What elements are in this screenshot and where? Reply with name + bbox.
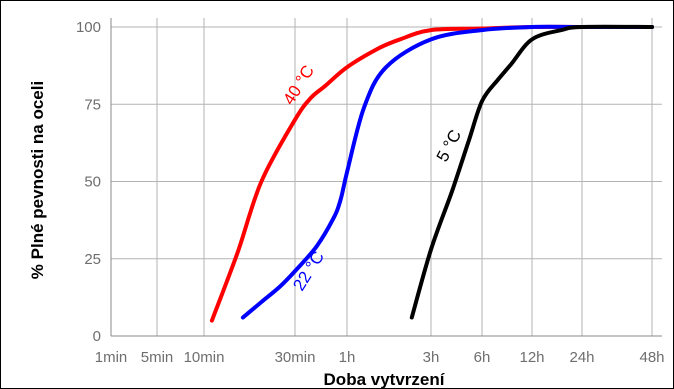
x-tick-label: 48h [639,349,664,366]
y-tick-label: 75 [84,96,101,113]
grid [110,18,662,337]
y-tick-label: 0 [93,328,101,345]
x-tick-label: 1h [339,349,356,366]
x-axis-title: Doba vytvrzení [324,370,446,389]
curve-labels: 40 °C 22 °C 5 °C [279,62,465,294]
series-line-22c [240,24,654,320]
x-tick-label: 12h [519,349,544,366]
series-line-40c [209,24,654,323]
x-tick-label: 30min [275,349,316,366]
tick-labels: 1min 5min 10min 30min 1h 3h 6h 12h 24h 48h 0 25 50 75… [76,19,665,366]
y-tick-label: 100 [76,19,101,36]
x-tick-label: 3h [423,349,440,366]
series-label-5c: 5 °C [433,127,465,165]
y-tick-label: 25 [84,251,101,268]
x-tick-label: 6h [474,349,491,366]
series-line-5c [409,24,654,320]
y-tick-label: 50 [84,174,101,191]
x-tick-label: 24h [569,349,594,366]
x-tick-label: 5min [141,349,174,366]
y-axis-title: % Plné pevnosti na oceli [28,81,47,279]
curves [209,24,654,323]
series-label-40c: 40 °C [279,62,318,108]
x-tick-label: 1min [95,349,128,366]
x-tick-label: 10min [184,349,225,366]
